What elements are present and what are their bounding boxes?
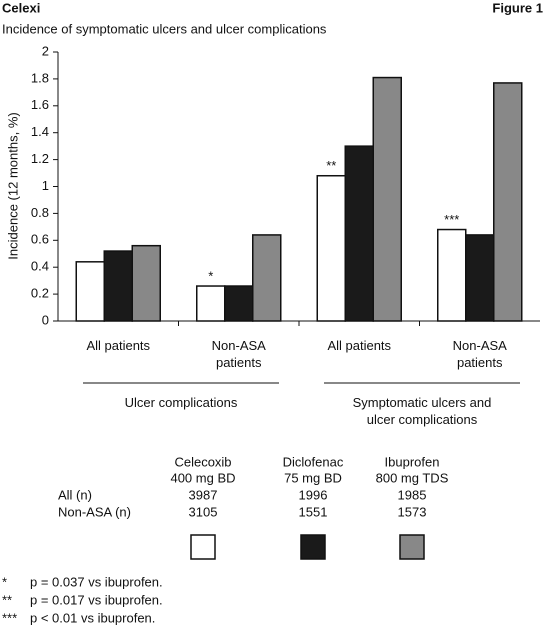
y-tick-label: 1 <box>42 178 49 193</box>
x-tick-label: Non-ASA patients <box>453 338 508 370</box>
footnote-symbol: ** <box>2 592 12 607</box>
y-tick-label: 1.8 <box>31 70 49 85</box>
significance-marker: *** <box>444 212 459 227</box>
bar <box>196 285 226 322</box>
bar <box>316 174 346 322</box>
bar <box>103 250 133 322</box>
x-tick-label: All patients <box>86 338 150 353</box>
footnote-text: p = 0.017 vs ibuprofen. <box>30 592 163 607</box>
footnote-text: p < 0.01 vs ibuprofen. <box>30 610 155 625</box>
table-cell: 3105 <box>189 504 218 519</box>
bar <box>131 244 161 322</box>
column-header: Diclofenac <box>283 454 344 469</box>
significance-marker: * <box>208 268 213 283</box>
table-cell: 1573 <box>398 504 427 519</box>
y-tick-label: 0.4 <box>31 259 49 274</box>
bar <box>75 261 105 322</box>
bar <box>252 234 282 322</box>
row-label: Non-ASA (n) <box>58 504 131 519</box>
y-tick-label: 0.6 <box>31 232 49 247</box>
brand: Celexi <box>2 0 40 15</box>
y-tick-label: 1.4 <box>31 124 49 139</box>
y-tick-label: 1.2 <box>31 151 49 166</box>
table-cell: 3987 <box>189 487 218 502</box>
figure-label: Figure 1 <box>492 0 543 15</box>
bar <box>372 76 402 322</box>
table-cell: 1996 <box>299 487 328 502</box>
significance-marker: ** <box>326 158 336 173</box>
legend-swatch <box>399 534 425 560</box>
bar <box>437 228 467 322</box>
row-label: All (n) <box>58 487 92 502</box>
x-tick-label: Non-ASA patients <box>212 338 267 370</box>
y-tick-label: 0 <box>42 312 49 327</box>
y-tick-label: 1.6 <box>31 97 49 112</box>
column-dose: 75 mg BD <box>284 470 342 485</box>
column-header: Ibuprofen <box>385 454 440 469</box>
bar <box>493 82 523 322</box>
y-tick-label: 2 <box>42 43 49 58</box>
footnote-text: p = 0.037 vs ibuprofen. <box>30 574 163 589</box>
group-label: Symptomatic ulcers and ulcer complication… <box>353 395 492 427</box>
legend-swatch <box>300 534 326 560</box>
table-cell: 1551 <box>299 504 328 519</box>
y-axis-label: Incidence (12 months, %) <box>5 112 20 259</box>
table-cell: 1985 <box>398 487 427 502</box>
footnote-symbol: *** <box>2 610 17 625</box>
x-tick-label: All patients <box>327 338 391 353</box>
group-label: Ulcer complications <box>125 395 238 410</box>
bar <box>344 145 374 322</box>
bar <box>465 234 495 322</box>
y-tick-label: 0.2 <box>31 286 49 301</box>
column-header: Celecoxib <box>174 454 231 469</box>
chart-title: Incidence of symptomatic ulcers and ulce… <box>2 21 327 36</box>
column-dose: 400 mg BD <box>170 470 235 485</box>
bar <box>224 285 254 322</box>
column-dose: 800 mg TDS <box>376 470 449 485</box>
footnote-symbol: * <box>2 574 7 589</box>
legend-swatch <box>190 534 216 560</box>
y-tick-label: 0.8 <box>31 205 49 220</box>
